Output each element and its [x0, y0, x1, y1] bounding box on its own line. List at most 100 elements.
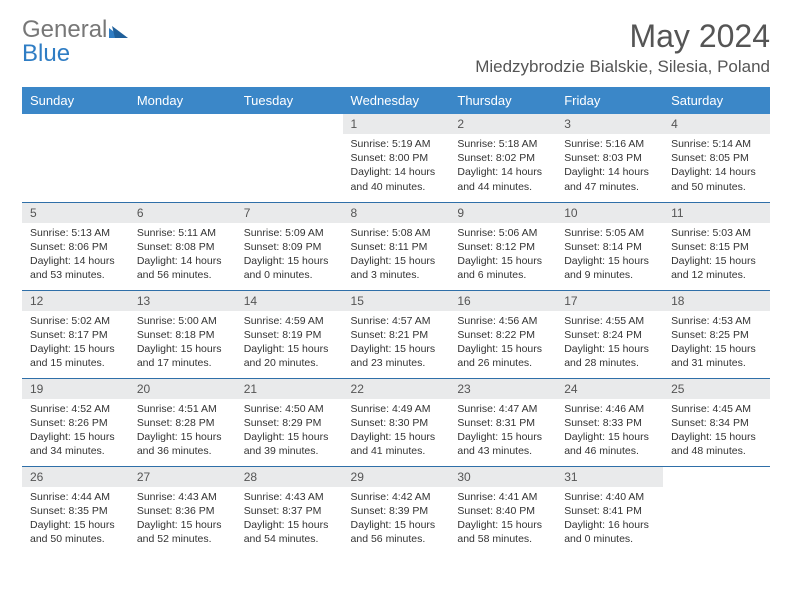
weekday-header: Wednesday: [343, 87, 450, 114]
daylight: Daylight: 14 hours and 56 minutes.: [137, 254, 228, 282]
sunset: Sunset: 8:09 PM: [244, 240, 335, 254]
month-title: May 2024: [475, 18, 770, 55]
day-number: 30: [449, 467, 556, 487]
daylight: Daylight: 14 hours and 53 minutes.: [30, 254, 121, 282]
daylight: Daylight: 15 hours and 36 minutes.: [137, 430, 228, 458]
sunset: Sunset: 8:25 PM: [671, 328, 762, 342]
calendar-cell: 20Sunrise: 4:51 AMSunset: 8:28 PMDayligh…: [129, 378, 236, 466]
day-number: 23: [449, 379, 556, 399]
sunrise: Sunrise: 5:02 AM: [30, 314, 121, 328]
calendar-cell: .: [663, 466, 770, 554]
sunset: Sunset: 8:39 PM: [351, 504, 442, 518]
daylight: Daylight: 14 hours and 44 minutes.: [457, 165, 548, 193]
sunrise: Sunrise: 5:08 AM: [351, 226, 442, 240]
sunrise: Sunrise: 5:11 AM: [137, 226, 228, 240]
sunrise: Sunrise: 5:05 AM: [564, 226, 655, 240]
day-number: 25: [663, 379, 770, 399]
sunset: Sunset: 8:06 PM: [30, 240, 121, 254]
sunrise: Sunrise: 4:45 AM: [671, 402, 762, 416]
day-info: Sunrise: 5:02 AMSunset: 8:17 PMDaylight:…: [22, 311, 129, 375]
sunrise: Sunrise: 4:51 AM: [137, 402, 228, 416]
sunrise: Sunrise: 5:18 AM: [457, 137, 548, 151]
day-info: Sunrise: 4:40 AMSunset: 8:41 PMDaylight:…: [556, 487, 663, 551]
day-number: 6: [129, 203, 236, 223]
day-number: 17: [556, 291, 663, 311]
calendar-cell: 28Sunrise: 4:43 AMSunset: 8:37 PMDayligh…: [236, 466, 343, 554]
daylight: Daylight: 14 hours and 47 minutes.: [564, 165, 655, 193]
daylight: Daylight: 15 hours and 9 minutes.: [564, 254, 655, 282]
daylight: Daylight: 15 hours and 28 minutes.: [564, 342, 655, 370]
daylight: Daylight: 15 hours and 54 minutes.: [244, 518, 335, 546]
sunset: Sunset: 8:26 PM: [30, 416, 121, 430]
day-number: 12: [22, 291, 129, 311]
sunrise: Sunrise: 4:44 AM: [30, 490, 121, 504]
calendar-cell: 30Sunrise: 4:41 AMSunset: 8:40 PMDayligh…: [449, 466, 556, 554]
daylight: Daylight: 15 hours and 52 minutes.: [137, 518, 228, 546]
sunrise: Sunrise: 5:16 AM: [564, 137, 655, 151]
weekday-header: Friday: [556, 87, 663, 114]
daylight: Daylight: 15 hours and 48 minutes.: [671, 430, 762, 458]
sunrise: Sunrise: 4:40 AM: [564, 490, 655, 504]
calendar-cell: 6Sunrise: 5:11 AMSunset: 8:08 PMDaylight…: [129, 202, 236, 290]
daylight: Daylight: 15 hours and 50 minutes.: [30, 518, 121, 546]
daylight: Daylight: 15 hours and 23 minutes.: [351, 342, 442, 370]
daylight: Daylight: 15 hours and 6 minutes.: [457, 254, 548, 282]
day-number: 10: [556, 203, 663, 223]
calendar-cell: 10Sunrise: 5:05 AMSunset: 8:14 PMDayligh…: [556, 202, 663, 290]
day-info: Sunrise: 5:00 AMSunset: 8:18 PMDaylight:…: [129, 311, 236, 375]
day-info: Sunrise: 4:49 AMSunset: 8:30 PMDaylight:…: [343, 399, 450, 463]
calendar-cell: 3 Sunrise: 5:16 AMSunset: 8:03 PMDaylight…: [556, 114, 663, 202]
daylight: Daylight: 15 hours and 56 minutes.: [351, 518, 442, 546]
calendar-cell: 19Sunrise: 4:52 AMSunset: 8:26 PMDayligh…: [22, 378, 129, 466]
day-info: Sunrise: 5:03 AMSunset: 8:15 PMDaylight:…: [663, 223, 770, 287]
day-number: 20: [129, 379, 236, 399]
calendar-cell: 8Sunrise: 5:08 AMSunset: 8:11 PMDaylight…: [343, 202, 450, 290]
day-info: Sunrise: 4:57 AMSunset: 8:21 PMDaylight:…: [343, 311, 450, 375]
sunset: Sunset: 8:00 PM: [351, 151, 442, 165]
sunrise: Sunrise: 5:13 AM: [30, 226, 121, 240]
calendar-cell: 15Sunrise: 4:57 AMSunset: 8:21 PMDayligh…: [343, 290, 450, 378]
day-number: 11: [663, 203, 770, 223]
sunset: Sunset: 8:12 PM: [457, 240, 548, 254]
sunrise: Sunrise: 4:50 AM: [244, 402, 335, 416]
calendar-cell: 16Sunrise: 4:56 AMSunset: 8:22 PMDayligh…: [449, 290, 556, 378]
day-number: 3: [556, 114, 663, 134]
calendar-cell: 22Sunrise: 4:49 AMSunset: 8:30 PMDayligh…: [343, 378, 450, 466]
sunset: Sunset: 8:15 PM: [671, 240, 762, 254]
calendar-cell: 24Sunrise: 4:46 AMSunset: 8:33 PMDayligh…: [556, 378, 663, 466]
day-info: Sunrise: 5:14 AMSunset: 8:05 PMDaylight:…: [663, 134, 770, 198]
calendar-cell: 9Sunrise: 5:06 AMSunset: 8:12 PMDaylight…: [449, 202, 556, 290]
sunrise: Sunrise: 5:03 AM: [671, 226, 762, 240]
daylight: Daylight: 15 hours and 43 minutes.: [457, 430, 548, 458]
day-info: Sunrise: 5:11 AMSunset: 8:08 PMDaylight:…: [129, 223, 236, 287]
sunset: Sunset: 8:22 PM: [457, 328, 548, 342]
day-number: 2: [449, 114, 556, 134]
day-info: Sunrise: 4:47 AMSunset: 8:31 PMDaylight:…: [449, 399, 556, 463]
day-number: 22: [343, 379, 450, 399]
day-info: Sunrise: 4:51 AMSunset: 8:28 PMDaylight:…: [129, 399, 236, 463]
calendar-cell: 31Sunrise: 4:40 AMSunset: 8:41 PMDayligh…: [556, 466, 663, 554]
calendar-cell: 23Sunrise: 4:47 AMSunset: 8:31 PMDayligh…: [449, 378, 556, 466]
day-number: 24: [556, 379, 663, 399]
title-block: May 2024 Miedzybrodzie Bialskie, Silesia…: [475, 18, 770, 77]
day-number: 27: [129, 467, 236, 487]
sunset: Sunset: 8:37 PM: [244, 504, 335, 518]
day-number: 8: [343, 203, 450, 223]
sunset: Sunset: 8:11 PM: [351, 240, 442, 254]
day-info: Sunrise: 4:43 AMSunset: 8:36 PMDaylight:…: [129, 487, 236, 551]
day-info: Sunrise: 5:09 AMSunset: 8:09 PMDaylight:…: [236, 223, 343, 287]
day-info: Sunrise: 5:08 AMSunset: 8:11 PMDaylight:…: [343, 223, 450, 287]
calendar-head: SundayMondayTuesdayWednesdayThursdayFrid…: [22, 87, 770, 114]
calendar-cell: 18Sunrise: 4:53 AMSunset: 8:25 PMDayligh…: [663, 290, 770, 378]
day-number: 7: [236, 203, 343, 223]
day-number: 21: [236, 379, 343, 399]
day-number: 1: [343, 114, 450, 134]
weekday-header: Sunday: [22, 87, 129, 114]
daylight: Daylight: 15 hours and 41 minutes.: [351, 430, 442, 458]
sunset: Sunset: 8:03 PM: [564, 151, 655, 165]
calendar-cell: 27Sunrise: 4:43 AMSunset: 8:36 PMDayligh…: [129, 466, 236, 554]
logo: GeneralBlue: [22, 18, 133, 66]
sunrise: Sunrise: 4:43 AM: [137, 490, 228, 504]
sunset: Sunset: 8:05 PM: [671, 151, 762, 165]
calendar-cell: .: [22, 114, 129, 202]
